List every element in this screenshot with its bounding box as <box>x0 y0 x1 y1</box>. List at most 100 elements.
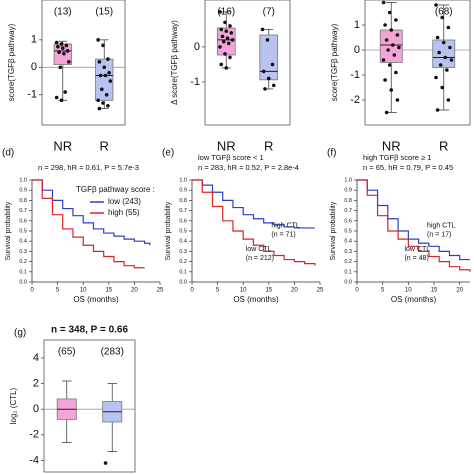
data-point <box>381 0 386 5</box>
data-point <box>57 50 61 54</box>
y-tick-label: -2 <box>29 429 39 441</box>
legend-label: low (243) <box>108 197 141 206</box>
y-tick-label: 0.4 <box>19 239 27 245</box>
survival-curve <box>357 179 471 272</box>
y-tick-label: 0.9 <box>344 188 352 194</box>
data-point <box>448 45 452 50</box>
data-point <box>101 43 105 48</box>
y-tick-label: 1.0 <box>344 177 352 183</box>
y-tick-label: 0.2 <box>19 259 27 265</box>
chart-title: n = 348, P = 0.66 <box>51 325 129 336</box>
y-tick-label: 0.6 <box>344 218 352 224</box>
plot-frame <box>41 0 126 126</box>
data-point <box>394 70 398 75</box>
y-tick-label: 0.0 <box>344 279 352 285</box>
data-point <box>63 90 67 94</box>
y-tick-label: 0 <box>354 44 360 56</box>
y-tick-label: 0.9 <box>19 188 27 194</box>
x-tick-label: 0 <box>190 288 194 294</box>
panel-label: (d) <box>2 148 14 159</box>
y-axis-title: Survival probability <box>165 201 172 260</box>
data-point <box>59 42 64 46</box>
data-point <box>97 106 102 111</box>
y-tick-label: 4 <box>33 352 39 364</box>
data-point <box>383 23 387 27</box>
x-tick-label: 10 <box>240 288 247 294</box>
y-tick-label: 0 <box>33 403 39 415</box>
data-point <box>381 58 386 62</box>
y-tick-label: 0.3 <box>179 249 187 255</box>
x-tick-label: 20 <box>456 288 463 294</box>
chart-subtitle: low TGFβ score < 1 <box>198 153 264 162</box>
x-tick-label: R <box>264 138 273 153</box>
data-point <box>435 108 440 112</box>
survival-curve <box>192 179 315 229</box>
data-point <box>440 85 445 90</box>
y-tick-label: -4 <box>29 454 39 466</box>
y-tick-label: 0.7 <box>19 208 27 214</box>
chart-subtitle: high TGFβ score ≥ 1 <box>363 153 431 162</box>
x-tick-label: 5 <box>56 288 60 294</box>
data-point <box>228 55 232 60</box>
x-tick-label: 0 <box>355 288 359 294</box>
data-point <box>446 98 451 102</box>
y-tick-label: 0.0 <box>179 279 187 285</box>
y-tick-label: 0.1 <box>19 269 27 275</box>
data-point <box>389 28 394 32</box>
data-point <box>443 55 448 60</box>
survival-curve <box>192 179 316 266</box>
legend-label: high (55) <box>108 208 140 217</box>
data-point <box>96 98 100 103</box>
y-axis-title: log₂ (CTL) <box>9 387 18 424</box>
count-label: (68) <box>435 7 453 18</box>
data-point <box>60 46 65 50</box>
data-point <box>440 15 445 20</box>
x-tick-label: 20 <box>291 288 298 294</box>
y-tick-label: -1 <box>27 89 37 101</box>
data-point <box>58 65 63 70</box>
y-tick-label: -1 <box>350 69 360 81</box>
data-point <box>229 31 234 35</box>
data-point <box>392 53 397 57</box>
data-point <box>394 18 398 22</box>
curve-note: (n = 17) <box>427 232 451 239</box>
y-tick-label: 0.7 <box>179 208 187 214</box>
data-point <box>387 63 392 67</box>
data-point <box>438 63 443 67</box>
survival-curve <box>32 179 145 269</box>
y-tick-label: 0 <box>194 41 200 53</box>
data-point <box>261 69 266 74</box>
data-point <box>226 41 231 46</box>
y-axis-title: Survival probability <box>5 201 12 260</box>
y-tick-label: 1 <box>354 19 360 31</box>
data-point <box>230 38 235 42</box>
data-point <box>271 83 276 88</box>
data-point <box>270 62 275 67</box>
data-point <box>220 34 225 39</box>
data-point <box>97 60 102 64</box>
y-tick-label: -1 <box>190 76 200 88</box>
y-axis-title: Δ score(TGFβ pathway) <box>170 20 179 105</box>
y-tick-label: 0.8 <box>19 198 27 204</box>
data-point <box>224 29 229 33</box>
data-point <box>106 103 110 108</box>
data-point <box>108 79 113 83</box>
data-point <box>104 92 109 97</box>
y-tick-label: 0.1 <box>344 269 352 275</box>
data-point <box>263 87 267 91</box>
x-tick-label: R <box>439 138 448 153</box>
y-tick-label: 2 <box>33 377 39 389</box>
curve-note: (n = 71) <box>271 232 295 239</box>
x-tick-label: 20 <box>131 288 138 294</box>
data-point <box>67 60 71 64</box>
data-point <box>221 39 226 44</box>
box <box>95 58 114 101</box>
data-point <box>102 65 107 70</box>
data-point <box>59 98 64 103</box>
panel-label: (g) <box>14 328 26 339</box>
y-tick-label: 1.0 <box>19 177 27 183</box>
curve-label: high CTL <box>271 223 300 230</box>
data-point <box>390 43 395 47</box>
data-point <box>395 33 400 37</box>
